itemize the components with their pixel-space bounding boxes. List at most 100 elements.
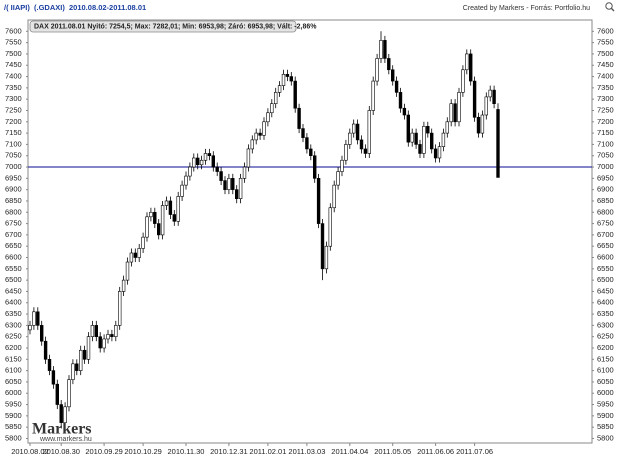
candle-body: [453, 103, 457, 123]
candle-body: [316, 178, 321, 224]
candle-body: [207, 153, 212, 157]
candle-body: [305, 137, 309, 150]
candle-body: [414, 132, 418, 145]
candle-body: [102, 338, 106, 349]
candle-body: [114, 325, 118, 337]
candle-body: [488, 89, 492, 98]
y2-tick-label: 5950: [597, 400, 614, 409]
x-tick-label: 2011.06.06: [417, 447, 454, 456]
candle-body: [184, 175, 188, 186]
candle-body: [227, 178, 231, 190]
y2-tick-label: 6250: [597, 332, 614, 341]
candle-body: [192, 157, 196, 168]
candle-body: [172, 214, 176, 222]
candle-body: [340, 159, 344, 172]
x-tick-label: 2011.03.03: [288, 447, 325, 456]
y-tick-label: 5950: [5, 400, 22, 409]
candle-body: [63, 406, 67, 423]
candle-body: [465, 53, 469, 71]
y2-tick-label: 7050: [597, 151, 614, 160]
y-tick-label: 6050: [5, 377, 22, 386]
candle-body: [238, 178, 243, 200]
candle-body: [55, 383, 60, 405]
candle-body: [32, 311, 36, 326]
candle-body: [285, 73, 290, 77]
y2-tick-label: 7550: [597, 38, 614, 47]
y2-tick-label: 6900: [597, 185, 614, 194]
y2-tick-label: 7300: [597, 94, 614, 103]
candle-body: [375, 58, 379, 82]
y2-tick-label: 7000: [597, 162, 614, 171]
candle-body: [379, 40, 383, 59]
candle-body: [433, 148, 438, 159]
x-tick-label: 2011.02.01: [249, 447, 286, 456]
y2-tick-label: 7200: [597, 117, 614, 126]
candle-body: [390, 69, 395, 82]
candle-body: [301, 128, 305, 138]
y2-tick-label: 7450: [597, 60, 614, 69]
candle-body: [59, 404, 63, 423]
x-tick-label: 2011.04.04: [331, 447, 368, 456]
x-tick-label: 2011.07.06: [456, 447, 493, 456]
candle-body: [129, 252, 134, 263]
candle-body: [118, 291, 122, 326]
candle-body: [141, 236, 145, 249]
candle-body: [98, 336, 102, 349]
candle-body: [110, 334, 114, 337]
candle-body: [273, 92, 278, 104]
y-tick-label: 6700: [5, 230, 22, 239]
candle-body: [106, 334, 110, 340]
y-tick-label: 6900: [5, 185, 22, 194]
candle-body: [137, 248, 141, 258]
candle-body: [324, 245, 329, 270]
y2-tick-label: 5800: [597, 433, 614, 442]
candle-body: [359, 139, 364, 150]
y2-tick-label: 7400: [597, 72, 614, 81]
candle-body: [429, 132, 434, 150]
candle-body: [289, 76, 293, 82]
candle-body: [363, 148, 368, 154]
candle-body: [196, 157, 200, 166]
y2-tick-label: 5850: [597, 422, 614, 431]
candle-body: [246, 148, 251, 168]
y-tick-label: 6150: [5, 354, 22, 363]
y2-tick-label: 7100: [597, 139, 614, 148]
candle-body: [367, 110, 371, 154]
candle-body: [320, 223, 325, 270]
candle-body: [219, 171, 223, 181]
y-tick-label: 6250: [5, 332, 22, 341]
candle-body: [242, 166, 247, 179]
candle-body: [309, 148, 313, 157]
candle-body: [82, 349, 87, 360]
zoom-icon[interactable]: [605, 2, 615, 12]
candle-body: [47, 359, 52, 371]
chart-title: /( IIAPI) (.GDAXI) 2010.08.02-2011.08.01: [4, 3, 146, 12]
candle-body: [387, 58, 391, 71]
candle-body: [145, 216, 149, 238]
candle-body: [71, 363, 75, 380]
y-tick-label: 6650: [5, 241, 22, 250]
candle-body: [223, 180, 227, 190]
candle-body: [383, 40, 387, 59]
candle-body: [153, 211, 157, 224]
candle-body: [94, 325, 99, 337]
candle-body: [36, 311, 40, 326]
y-tick-label: 7300: [5, 94, 22, 103]
candle-body: [461, 69, 465, 93]
y2-tick-label: 6500: [597, 275, 614, 284]
candle-body: [293, 80, 297, 109]
y-tick-label: 6750: [5, 219, 22, 228]
candle-body: [441, 132, 446, 147]
x-tick-label: 2010.08.30: [42, 447, 80, 456]
y-tick-label: 6550: [5, 264, 22, 273]
candle-body: [418, 144, 422, 154]
y2-tick-label: 6350: [597, 309, 614, 318]
x-tick-label: 2011.05.05: [374, 447, 411, 456]
candle-body: [160, 205, 165, 236]
candle-body: [270, 103, 274, 114]
candle-body: [51, 370, 56, 385]
candle-body: [351, 123, 356, 134]
y2-tick-label: 6100: [597, 366, 614, 375]
candle-body: [180, 184, 184, 197]
y-tick-label: 6500: [5, 275, 22, 284]
